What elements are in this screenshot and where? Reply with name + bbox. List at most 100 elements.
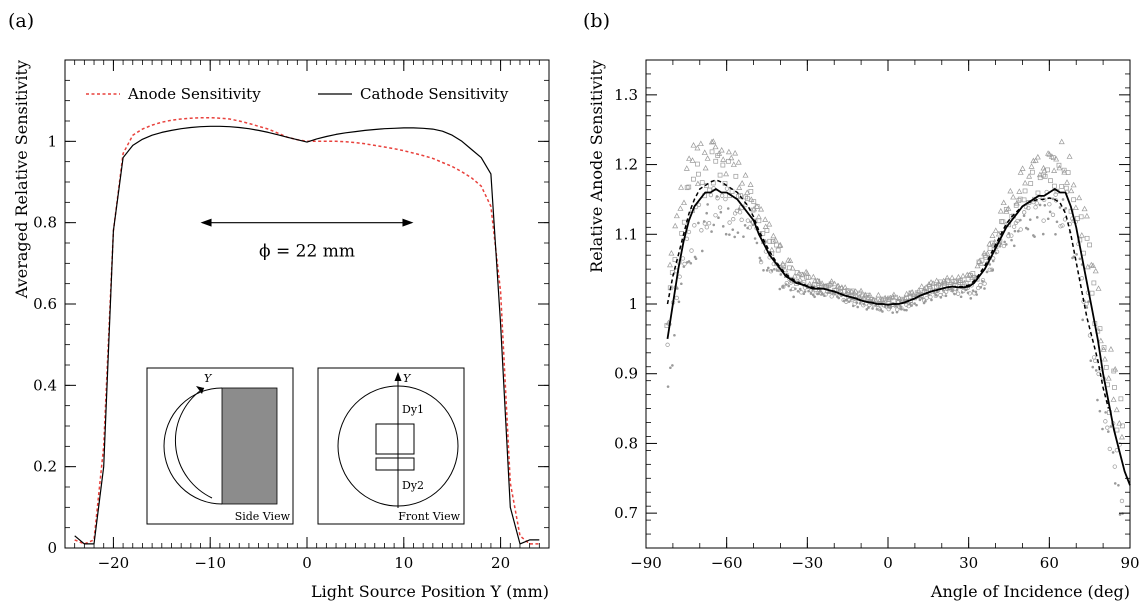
x-axis-title-a: Light Source Position Y (mm) <box>311 582 549 601</box>
scatter-point <box>1090 262 1097 269</box>
scatter-point <box>1103 419 1108 424</box>
scatter-point <box>676 287 679 290</box>
scatter-point <box>736 184 743 191</box>
scatter-point <box>743 224 747 227</box>
scatter-point <box>875 307 879 311</box>
x-tick-label: 60 <box>1040 554 1059 572</box>
scatter-point <box>1061 198 1065 201</box>
scatter-point <box>1016 198 1022 203</box>
scatter-point <box>782 266 789 273</box>
x-tick-label: 0 <box>883 554 893 572</box>
scatter-point <box>781 284 786 289</box>
y-tick-label: 1 <box>628 295 638 313</box>
pmt-body-side <box>221 387 278 505</box>
scatter-point <box>953 292 956 296</box>
scatter-point <box>976 258 983 264</box>
scatter-point <box>1043 203 1047 207</box>
scatter-point <box>1091 280 1097 286</box>
dimension-label: ϕ = 22 mm <box>259 242 355 262</box>
scatter-point <box>1084 301 1089 307</box>
scatter-point <box>972 291 977 296</box>
scatter-point <box>1022 214 1026 218</box>
scatter-point <box>730 161 737 167</box>
scatter-point <box>700 249 704 253</box>
scatter-point <box>1048 153 1055 159</box>
scatter-point <box>792 295 795 299</box>
scatter-point <box>930 298 933 302</box>
scatter-point <box>851 304 855 308</box>
scatter-point <box>1013 199 1020 206</box>
scatter-point <box>704 225 709 230</box>
scatter-point <box>668 250 675 256</box>
scatter-point <box>992 227 999 233</box>
scatter-point <box>755 213 762 220</box>
scatter-point <box>1022 179 1029 186</box>
scatter-point <box>1107 446 1112 452</box>
scatter-point <box>1005 243 1008 246</box>
scatter-point <box>1058 138 1065 145</box>
scatter-point <box>845 288 852 295</box>
scatter-point <box>829 294 834 299</box>
scatter-point <box>720 162 726 168</box>
scatter-point <box>960 272 966 279</box>
scatter-point <box>952 278 958 284</box>
scatter-point <box>742 235 745 238</box>
side-view-axis-label: Y <box>204 372 213 385</box>
scatter-point <box>717 172 723 178</box>
scatter-point <box>949 274 956 281</box>
scatter-point <box>1081 205 1088 212</box>
scatter-point <box>918 298 922 302</box>
scatter-point <box>858 302 862 305</box>
scatter-point <box>791 272 798 279</box>
x-axis-title-b: Angle of Incidence (deg) <box>930 582 1130 601</box>
scatter-point <box>677 205 684 211</box>
scatter-point <box>1068 187 1075 194</box>
scatter-point <box>712 223 716 227</box>
scatter-point <box>1061 167 1067 173</box>
scatter-point <box>1072 204 1079 210</box>
scatter-point <box>1028 163 1035 169</box>
scatter-point <box>724 232 728 236</box>
scatter-point <box>724 186 730 191</box>
scatter-point <box>696 171 701 177</box>
scatter-point <box>694 144 701 151</box>
scatter-point <box>758 256 762 260</box>
scatter-point <box>805 275 811 280</box>
scatter-point <box>1028 218 1032 221</box>
scatter-point <box>799 271 806 278</box>
scatter-point <box>759 259 763 262</box>
scatter-point <box>822 282 829 289</box>
scatter-point <box>1051 167 1058 173</box>
scatter-point <box>689 261 693 265</box>
scatter-point <box>756 218 762 224</box>
scatter-point <box>765 269 769 272</box>
scatter-point <box>708 138 715 145</box>
x-tick-label: 30 <box>959 554 978 572</box>
scatter-point <box>713 213 718 218</box>
inset-front-view-frame <box>317 367 465 525</box>
scatter-point <box>1095 285 1102 291</box>
scatter-point <box>1048 178 1053 184</box>
scatter-point <box>762 268 765 272</box>
scatter-point <box>1000 219 1006 225</box>
scatter-point <box>1007 187 1014 194</box>
scatter-point <box>751 199 757 205</box>
x-tick-label: −90 <box>630 554 662 572</box>
scatter-point <box>754 204 760 209</box>
y-tick-label: 1.2 <box>614 156 638 174</box>
dynode-2-box <box>375 457 415 471</box>
scatter-point <box>1041 218 1046 223</box>
scatter-point <box>708 192 714 198</box>
scatter-point <box>779 273 783 276</box>
scatter-point <box>1078 257 1082 261</box>
scatter-point <box>1048 210 1052 214</box>
scatter-point <box>1012 244 1016 248</box>
scatter-point <box>762 216 769 222</box>
scatter-point <box>1034 201 1039 206</box>
scatter-point <box>720 193 725 198</box>
scatter-point <box>813 295 816 299</box>
x-tick-label: −10 <box>194 554 226 572</box>
scatter-point <box>983 254 989 260</box>
scatter-point <box>1091 365 1095 369</box>
scatter-point <box>1085 306 1089 309</box>
